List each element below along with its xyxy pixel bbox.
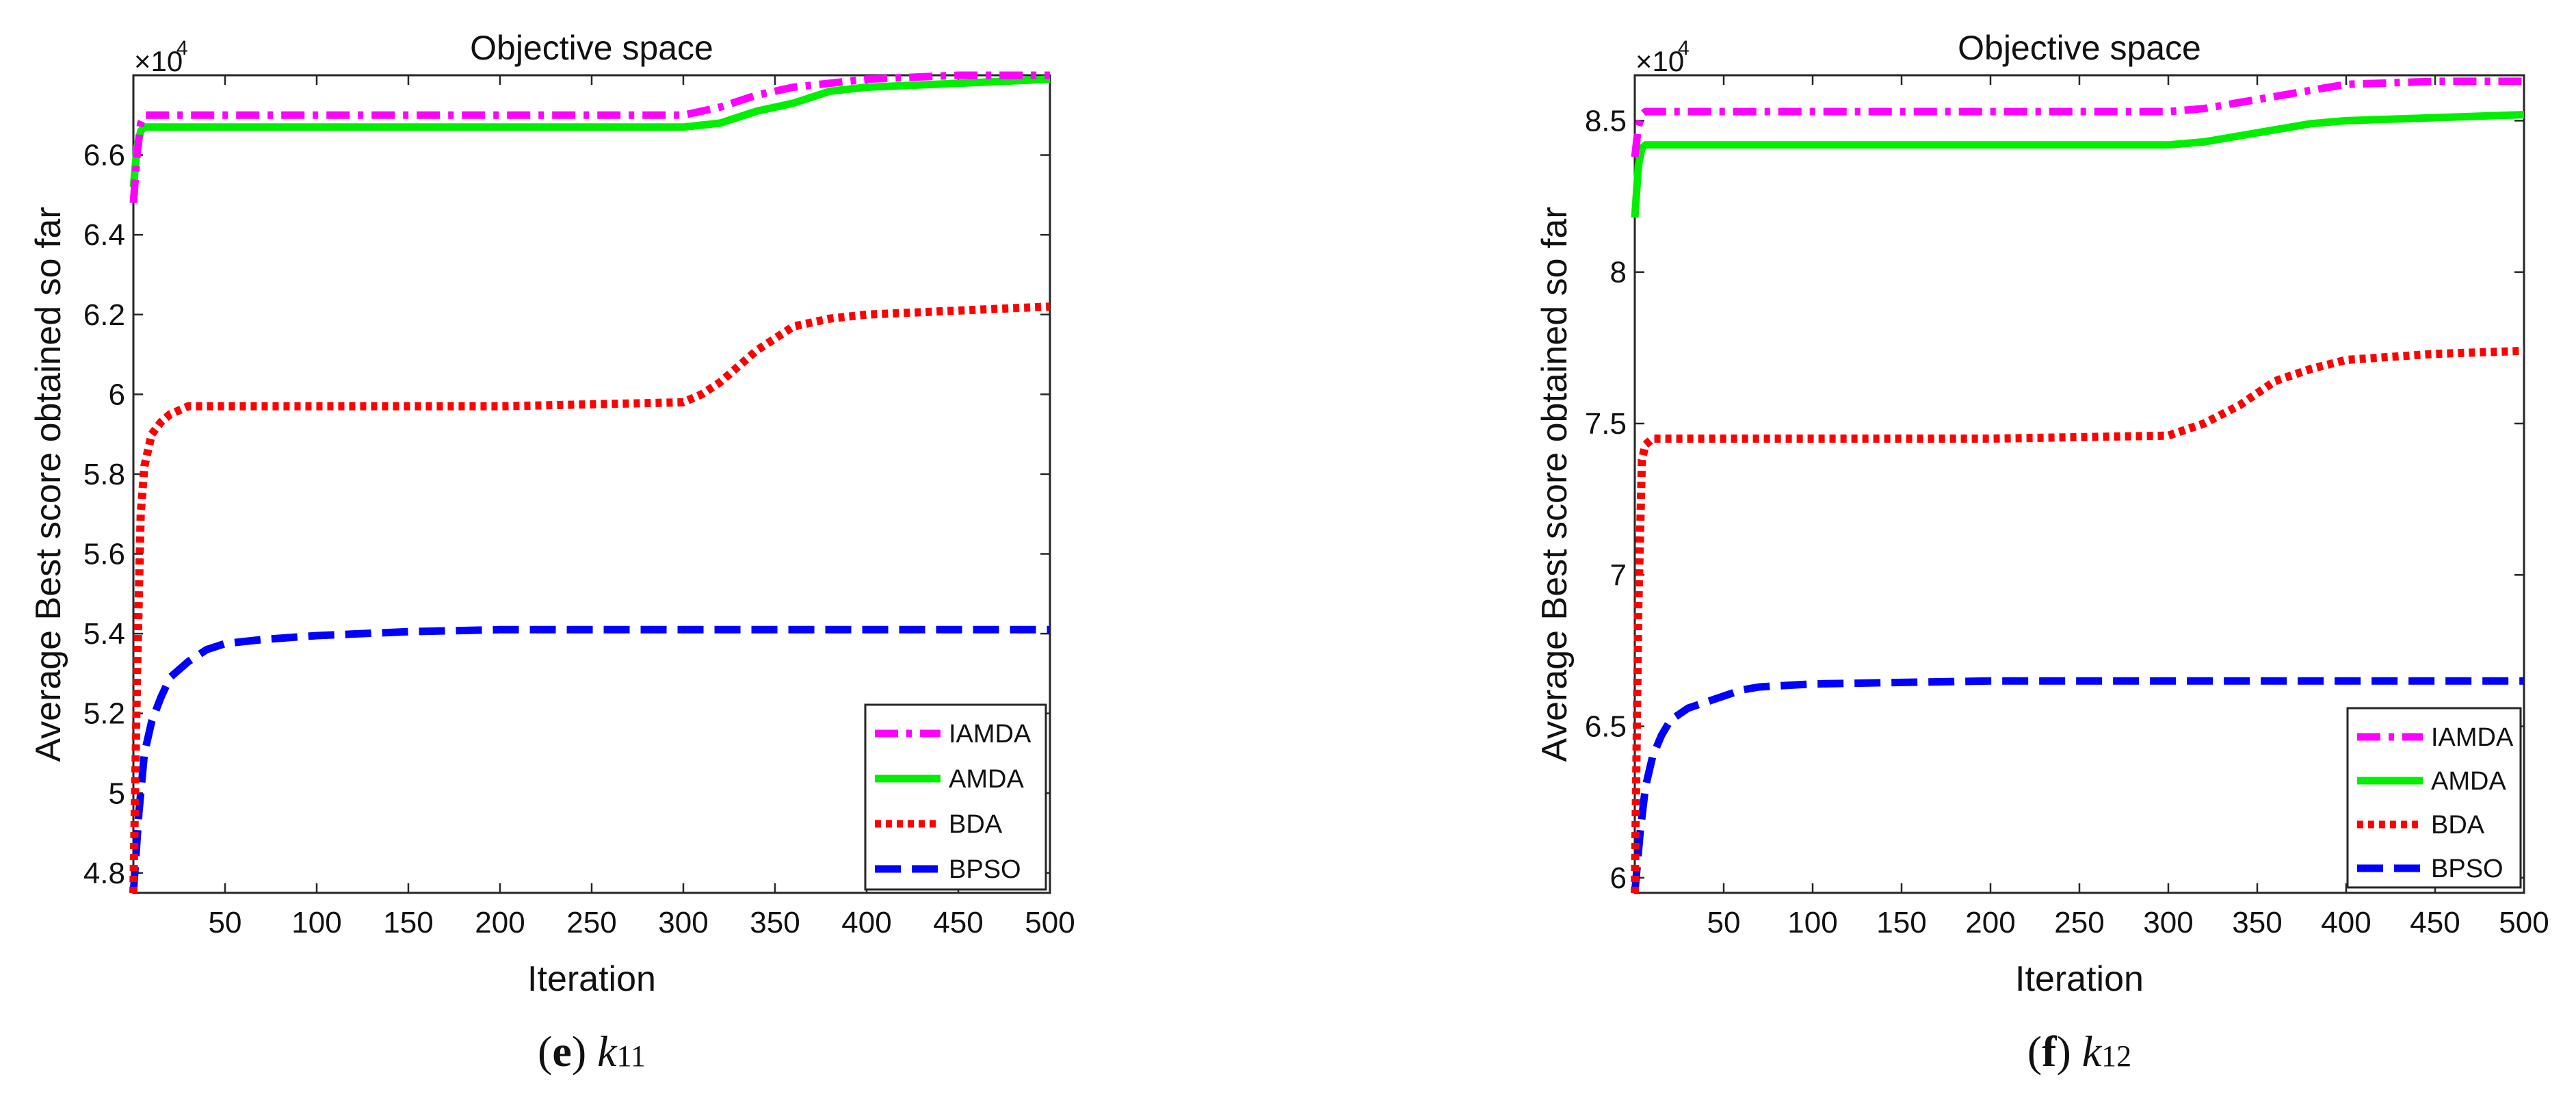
y-tick-label: 7 [1610,558,1627,592]
x-tick-label: 400 [841,906,891,939]
caption-space [2071,1027,2082,1076]
x-tick-label: 250 [566,906,616,939]
chart-title: Objective space [1958,29,2201,67]
y-tick-labels: 4.8 5 5.2 5.4 5.6 5.8 6 6.2 6.4 6.6 [83,139,125,890]
x-tick-label: 350 [2232,906,2282,939]
caption-var: k [597,1027,618,1076]
y-tick-label: 8.5 [1585,104,1627,138]
legend-label-iamda: IAMDA [2431,723,2514,752]
legend-items: IAMDA AMDA BDA BPSO [2357,723,2514,883]
legend-label-amda: AMDA [2431,767,2506,796]
y-tick-label: 4.8 [83,857,125,890]
x-tick-label: 100 [291,906,341,939]
x-tick-label: 500 [2499,906,2549,939]
series-line-iamda [1631,77,2524,158]
series-line-amda [1631,111,2525,218]
chart-panel-f: 50 100 150 200 250 300 350 400 450 500 6 6.5 7 7.5 8 8… [1535,29,2549,1076]
panel-caption: (f) k12 [2027,1027,2131,1076]
y-tick-label: 5.6 [83,538,125,571]
x-tick-label: 150 [1876,906,1926,939]
caption-var: k [2082,1027,2103,1076]
x-tick-labels: 50 100 150 200 250 300 350 400 450 500 [1707,906,2549,939]
y-tick-label: 5 [109,777,125,810]
x-tick-label: 200 [1965,906,2015,939]
y-axis-label: Average Best score obtained so far [1535,207,1575,762]
caption-paren-close: ) [572,1027,586,1076]
series-line-bpso [1631,677,2524,894]
x-tick-label: 100 [1787,906,1837,939]
x-tick-label: 400 [2321,906,2371,939]
series-lines [1631,77,2525,894]
x-tick-label: 50 [1707,906,1741,939]
y-multiplier-exponent: 4 [176,37,188,60]
x-tick-label: 50 [209,906,242,939]
legend-label-iamda: IAMDA [949,720,1031,749]
caption-subscript: 11 [617,1039,646,1073]
x-tick-label: 450 [2410,906,2460,939]
series-line-amda [129,75,1051,187]
legend-label-amda: AMDA [949,765,1024,794]
series-line-bda [129,302,1051,894]
y-tick-label: 5.2 [83,697,125,731]
series-line-bda [1631,346,2525,894]
y-tick-label: 7.5 [1585,407,1627,441]
x-tick-label: 200 [475,906,525,939]
y-multiplier-exponent: 4 [1678,37,1690,60]
x-tick-labels: 50 100 150 200 250 300 350 400 450 500 [209,906,1075,939]
caption-letter: e [552,1027,571,1076]
legend-box [2346,707,2522,889]
series-lines [129,71,1051,894]
y-multiplier-base: ×10 [134,45,183,77]
y-tick-label: 6.6 [83,139,125,172]
legend-items: IAMDA AMDA BDA BPSO [875,720,1031,884]
x-tick-label: 300 [2143,906,2193,939]
caption-letter: f [2042,1027,2057,1076]
legend: IAMDA AMDA BDA BPSO [864,703,1047,891]
panel-caption: (e) k11 [538,1027,646,1076]
y-axis-label: Average Best score obtained so far [29,207,68,762]
y-tick-labels: 6 6.5 7 7.5 8 8.5 [1585,104,1627,894]
caption-subscript: 12 [2101,1039,2131,1073]
x-tick-label: 350 [750,906,800,939]
legend-label-bda: BDA [949,810,1003,839]
y-tick-label: 6.5 [1585,710,1627,744]
y-tick-label: 6 [109,378,125,411]
caption-paren-close: ) [2056,1027,2071,1076]
caption-paren-open: ( [538,1027,552,1076]
x-axis-label: Iteration [527,959,656,999]
chart-panel-e: 50 100 150 200 250 300 350 400 450 500 4.8 5 5.2 5.4… [29,29,1075,1076]
x-axis-label: Iteration [2015,959,2144,999]
series-line-iamda [129,71,1050,203]
y-tick-label: 6.2 [83,298,125,332]
x-tick-label: 450 [933,906,983,939]
x-tick-label: 500 [1025,906,1075,939]
caption-space [586,1027,597,1076]
chart-title: Objective space [470,29,713,67]
y-tick-label: 8 [1610,256,1627,289]
legend-label-bda: BDA [2431,811,2485,840]
caption-paren-open: ( [2027,1027,2042,1076]
legend-label-bpso: BPSO [2431,855,2503,883]
x-tick-label: 150 [383,906,433,939]
y-multiplier-base: ×10 [1635,45,1684,77]
y-tick-label: 6.4 [83,218,125,252]
legend: IAMDA AMDA BDA BPSO [2346,707,2522,889]
y-tick-label: 6 [1610,861,1627,895]
y-tick-label: 5.4 [83,617,125,651]
series-line-bpso [129,625,1050,894]
y-tick-label: 5.8 [83,458,125,491]
x-tick-label: 300 [658,906,708,939]
legend-label-bpso: BPSO [949,855,1021,884]
x-tick-label: 250 [2054,906,2104,939]
